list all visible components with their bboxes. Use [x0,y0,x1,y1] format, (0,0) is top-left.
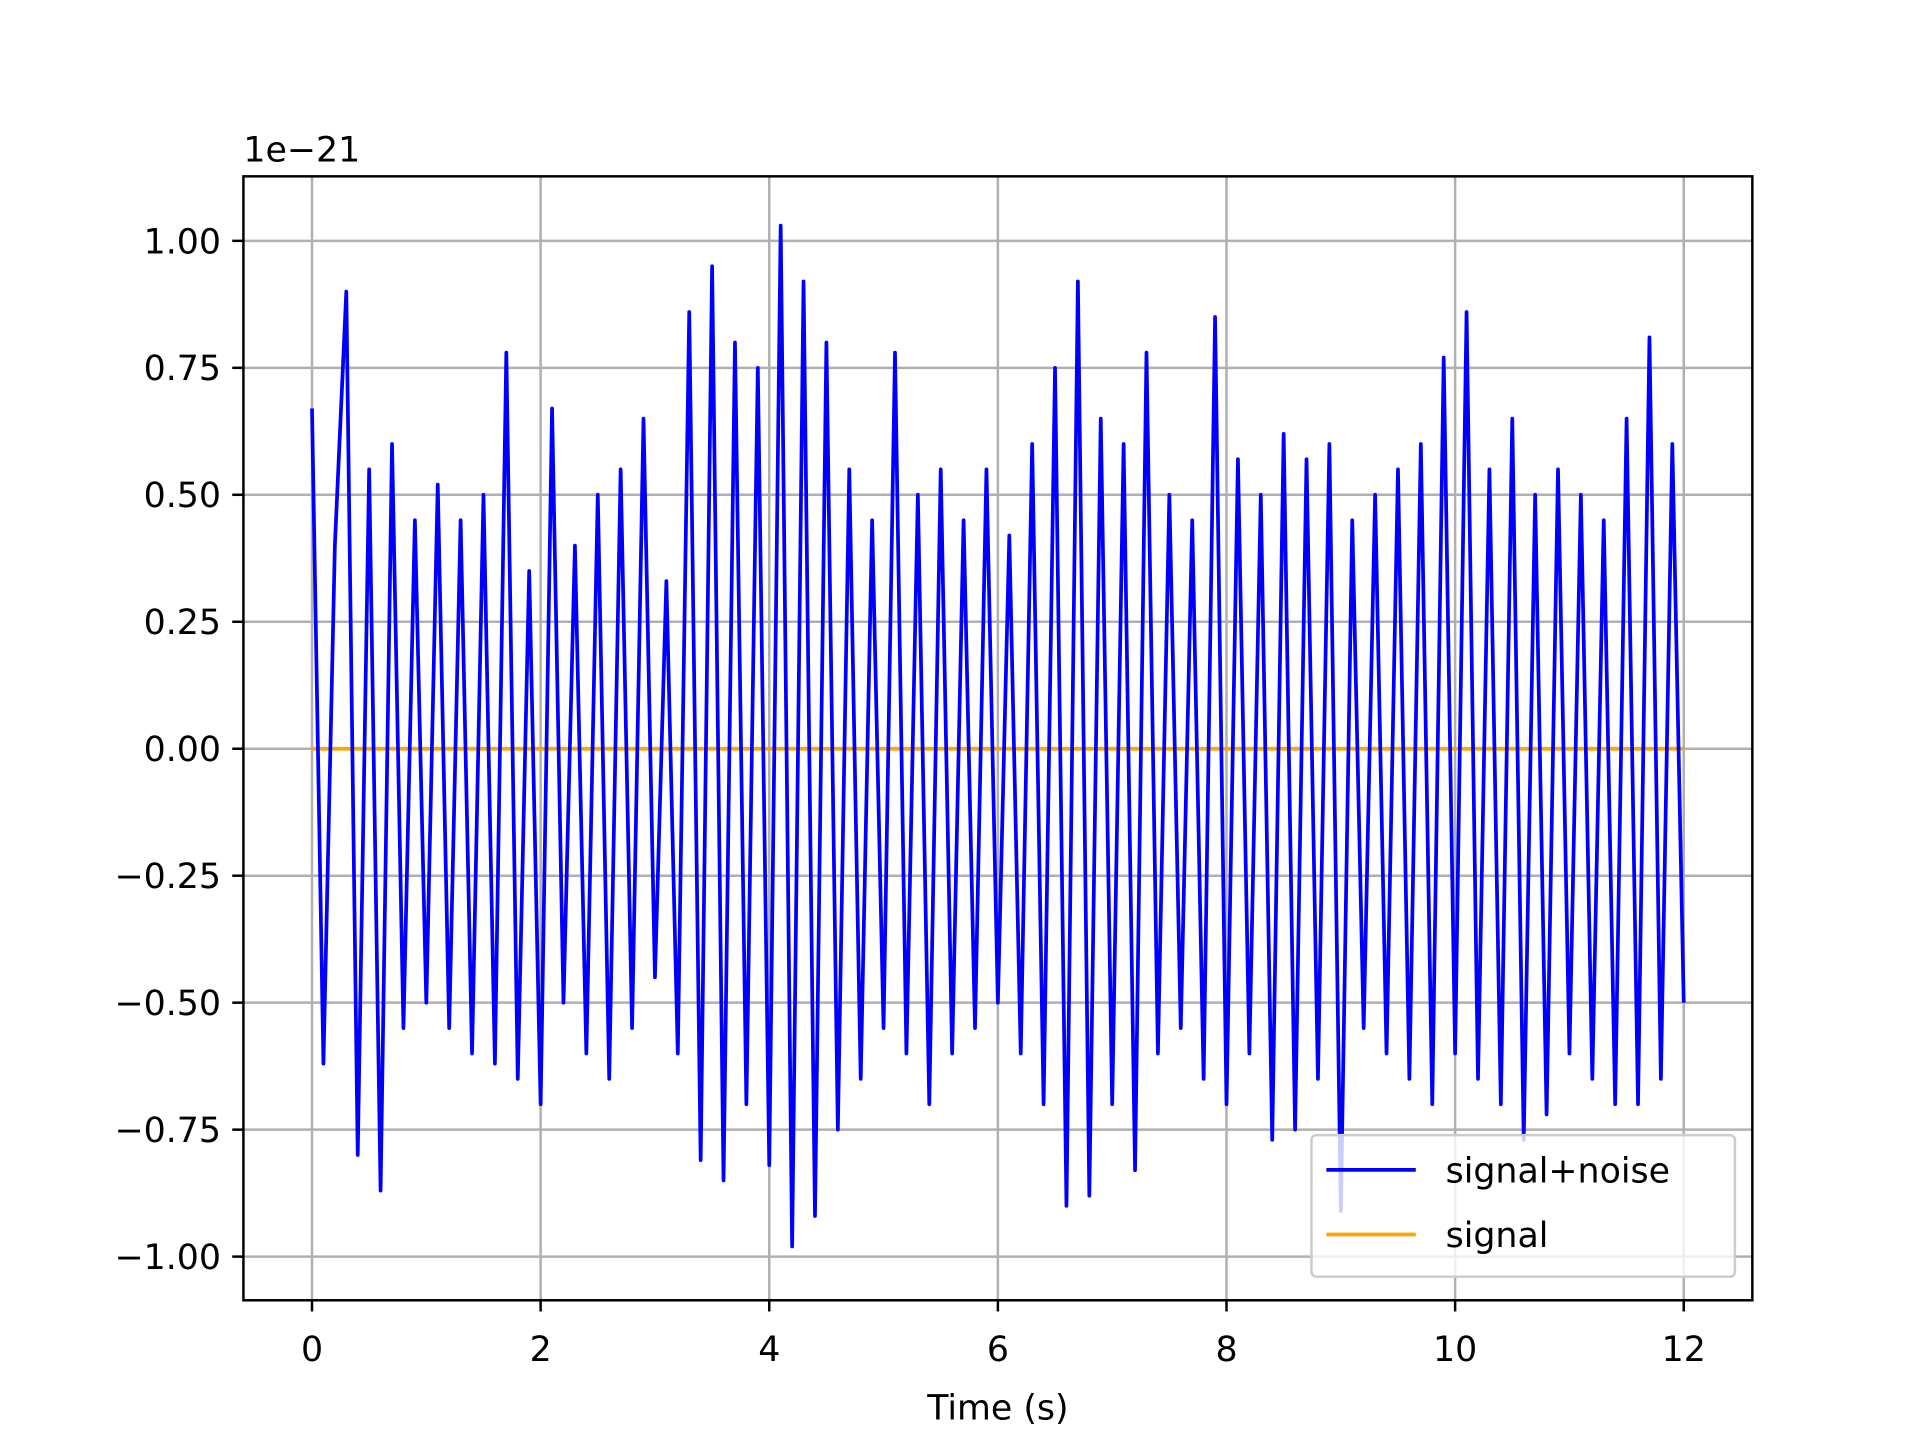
y-tick-label: −1.00 [115,1238,222,1278]
x-tick-label: 10 [1433,1330,1477,1370]
x-tick-label: 2 [530,1330,552,1370]
legend: signal+noise signal [1310,1133,1737,1278]
legend-label: signal+noise [1446,1151,1670,1191]
x-tick-label: 4 [758,1330,780,1370]
axis-offset: 1e−21 [243,130,360,170]
legend-box [1310,1133,1737,1278]
x-tick-label: 8 [1215,1330,1237,1370]
x-tick-label: 12 [1662,1330,1706,1370]
y-tick-label: 0.50 [144,476,221,516]
data-line [310,223,1686,1249]
y-tick-label: 0.25 [144,603,221,643]
y-tick-label: −0.75 [115,1111,222,1151]
x-tick-label: 6 [987,1330,1009,1370]
y-tick-label: −0.50 [115,984,222,1024]
y-tick-label: 0.00 [144,730,221,770]
legend-label: signal [1446,1216,1549,1256]
x-tick-label: 0 [301,1330,323,1370]
x-axis-label: Time (s) [926,1389,1068,1429]
plot-frame [242,175,1754,1302]
y-tick-label: 1.00 [144,222,221,262]
y-tick-label: 0.75 [144,349,221,389]
y-tick-label: −0.25 [115,857,222,897]
